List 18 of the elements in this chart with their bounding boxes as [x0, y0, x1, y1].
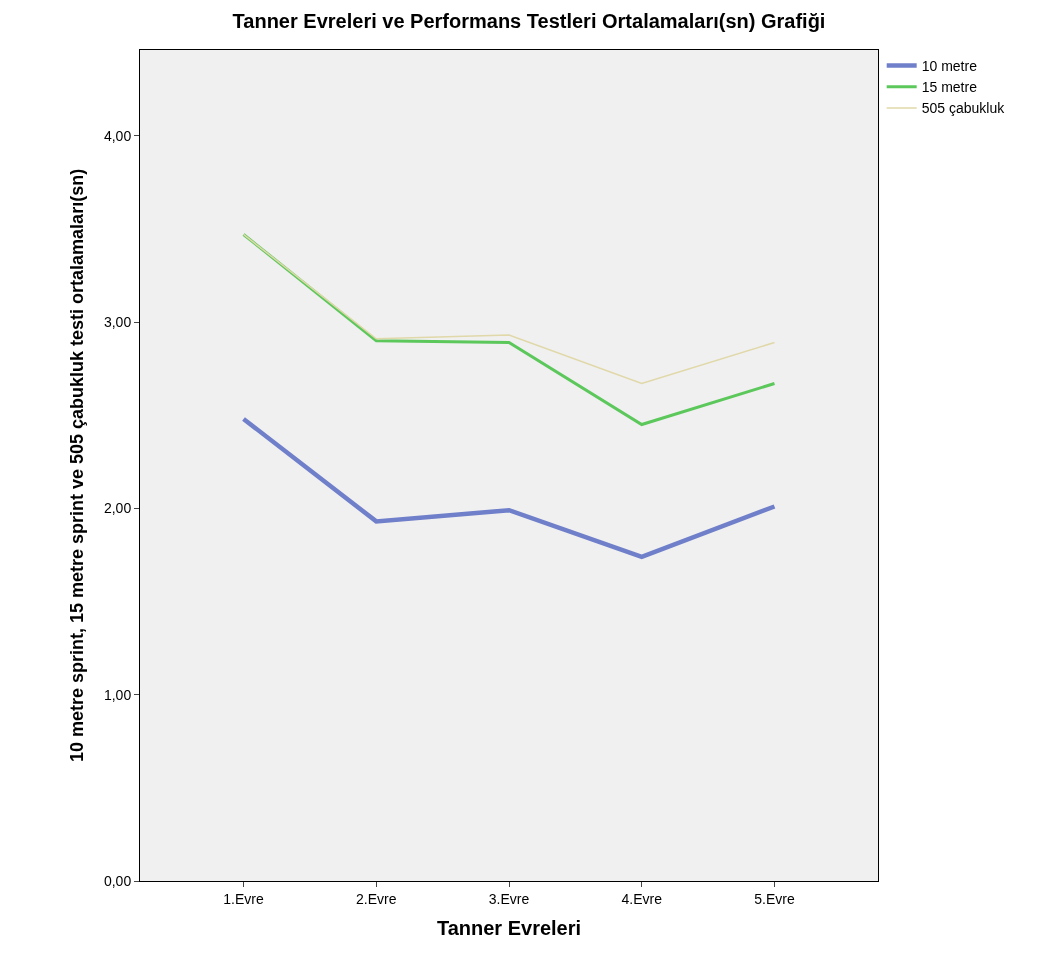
legend-label: 505 çabukluk	[921, 100, 1006, 117]
y-tick-label: 2,00	[103, 500, 132, 517]
x-tick-label: 4.Evre	[621, 890, 663, 907]
x-tick-label: 3.Evre	[488, 890, 530, 907]
legend-label: 15 metre	[921, 79, 978, 96]
line-series	[241, 416, 777, 560]
y-tick-label: 4,00	[103, 127, 132, 144]
x-axis-title: Tanner Evreleri	[436, 917, 582, 940]
x-tick-label: 1.Evre	[223, 890, 264, 907]
line-series	[242, 233, 776, 385]
x-tick-label: 2.Evre	[356, 890, 397, 907]
y-tick-label: 0,00	[103, 872, 132, 889]
y-axis-title: 10 metre sprint, 15 metre sprint ve 505 çabukluk testi ortalamaları(sn)	[67, 168, 88, 763]
y-tick-label: 1,00	[103, 686, 132, 703]
chart-title: Tanner Evreleri ve Performans Testleri Ortalamaları(sn) Grafiği	[232, 10, 826, 33]
legend-label: 10 metre	[921, 58, 978, 75]
y-tick-label: 3,00	[103, 313, 132, 330]
x-tick-label: 5.Evre	[754, 890, 795, 907]
